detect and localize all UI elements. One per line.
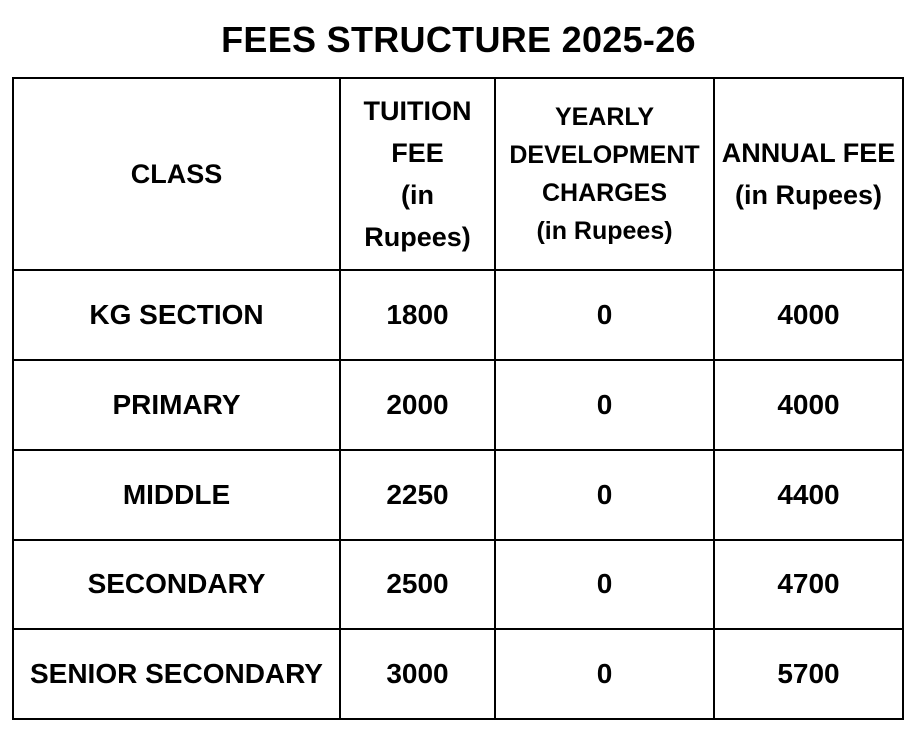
table-row: SENIOR SECONDARY 3000 0 5700 bbox=[12, 628, 904, 720]
cell-class: KG SECTION bbox=[12, 269, 341, 362]
table-row: MIDDLE 2250 0 4400 bbox=[12, 448, 904, 541]
page-title: FEES STRUCTURE 2025-26 bbox=[221, 19, 696, 60]
table-row: KG SECTION 1800 0 4000 bbox=[12, 269, 904, 362]
header-tuition-line-2: FEE bbox=[391, 138, 444, 169]
table-header-row: CLASS TUITION FEE (in Rupees) YEARLY DEV… bbox=[12, 76, 904, 272]
fees-table: CLASS TUITION FEE (in Rupees) YEARLY DEV… bbox=[12, 76, 904, 720]
header-tuition-line-3: (in bbox=[401, 180, 434, 211]
cell-tuition-fee: 3000 bbox=[339, 628, 496, 720]
cell-annual-fee: 4000 bbox=[713, 359, 904, 451]
table-row: PRIMARY 2000 0 4000 bbox=[12, 359, 904, 451]
header-class-label: CLASS bbox=[130, 159, 223, 190]
header-annual-fee: ANNUAL FEE (in Rupees) bbox=[713, 76, 904, 272]
header-development-charges: YEARLY DEVELOPMENT CHARGES (in Rupees) bbox=[494, 76, 715, 272]
cell-class: SENIOR SECONDARY bbox=[12, 628, 341, 720]
header-tuition-line-4: Rupees) bbox=[364, 222, 471, 253]
cell-tuition-fee: 2000 bbox=[339, 359, 496, 451]
cell-tuition-fee: 1800 bbox=[339, 269, 496, 362]
header-tuition-fee: TUITION FEE (in Rupees) bbox=[339, 76, 496, 272]
cell-development-charges: 0 bbox=[494, 628, 715, 720]
cell-development-charges: 0 bbox=[494, 359, 715, 451]
header-class: CLASS bbox=[12, 76, 341, 272]
cell-class: MIDDLE bbox=[12, 448, 341, 541]
cell-development-charges: 0 bbox=[494, 448, 715, 541]
cell-development-charges: 0 bbox=[494, 269, 715, 362]
header-tuition-line-1: TUITION bbox=[363, 96, 472, 127]
cell-annual-fee: 5700 bbox=[713, 628, 904, 720]
cell-tuition-fee: 2250 bbox=[339, 448, 496, 541]
header-development-line-2: DEVELOPMENT bbox=[509, 141, 700, 170]
cell-annual-fee: 4400 bbox=[713, 448, 904, 541]
cell-class: PRIMARY bbox=[12, 359, 341, 451]
table-row: SECONDARY 2500 0 4700 bbox=[12, 538, 904, 631]
header-annual-line-2: (in Rupees) bbox=[734, 180, 882, 211]
cell-tuition-fee: 2500 bbox=[339, 538, 496, 631]
header-development-line-1: YEARLY bbox=[554, 103, 655, 132]
cell-annual-fee: 4700 bbox=[713, 538, 904, 631]
header-development-line-4: (in Rupees) bbox=[536, 217, 673, 246]
header-annual-line-1: ANNUAL FEE bbox=[721, 138, 896, 169]
header-development-line-3: CHARGES bbox=[541, 179, 667, 208]
cell-class: SECONDARY bbox=[12, 538, 341, 631]
cell-development-charges: 0 bbox=[494, 538, 715, 631]
cell-annual-fee: 4000 bbox=[713, 269, 904, 362]
